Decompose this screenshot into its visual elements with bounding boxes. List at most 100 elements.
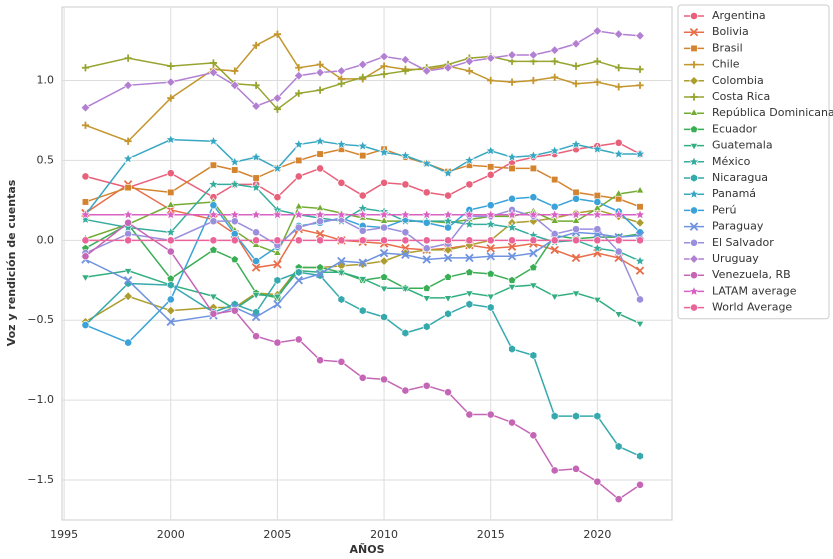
marker <box>688 188 700 199</box>
legend-label: Paraguay <box>712 220 764 233</box>
marker <box>422 295 431 303</box>
marker <box>357 140 369 151</box>
marker <box>124 338 133 347</box>
marker <box>230 80 240 91</box>
marker <box>634 255 646 266</box>
marker <box>337 357 346 366</box>
marker <box>209 201 218 210</box>
marker <box>358 258 367 267</box>
marker <box>571 39 581 49</box>
marker <box>465 299 474 309</box>
marker <box>549 45 560 55</box>
marker <box>689 27 699 37</box>
y-tick-label: 0.5 <box>37 153 55 166</box>
marker <box>690 206 698 215</box>
marker <box>337 295 346 304</box>
marker <box>508 194 516 203</box>
marker <box>635 218 645 228</box>
legend-label: México <box>712 155 751 168</box>
marker <box>229 208 241 220</box>
marker <box>229 156 241 167</box>
marker <box>401 386 410 395</box>
marker <box>508 78 516 86</box>
marker <box>401 228 410 237</box>
legend-label: República Dominicana <box>712 106 833 119</box>
marker <box>400 54 411 65</box>
marker <box>358 373 367 382</box>
marker <box>380 312 388 322</box>
marker <box>380 178 388 187</box>
marker <box>209 245 218 254</box>
marker <box>167 280 175 290</box>
marker <box>401 285 410 294</box>
marker <box>506 221 518 233</box>
marker <box>81 274 90 283</box>
marker <box>209 309 218 318</box>
marker <box>273 260 282 269</box>
marker <box>252 332 260 341</box>
marker <box>380 223 388 232</box>
marker <box>252 257 260 266</box>
series-line <box>85 231 641 323</box>
marker <box>529 193 538 202</box>
marker <box>399 149 411 161</box>
marker <box>230 217 239 226</box>
legend-label: Guatemala <box>712 139 773 152</box>
marker <box>444 223 452 232</box>
marker <box>379 256 389 266</box>
marker <box>316 164 324 173</box>
marker <box>442 215 454 226</box>
marker <box>273 338 282 347</box>
marker <box>81 252 90 261</box>
marker <box>690 271 698 280</box>
marker <box>81 236 90 245</box>
marker <box>444 388 452 397</box>
x-tick-label: 1995 <box>50 528 78 541</box>
marker <box>614 495 623 504</box>
marker <box>314 135 326 146</box>
marker <box>486 170 495 179</box>
marker <box>572 80 580 88</box>
marker <box>358 276 368 284</box>
marker <box>572 188 580 196</box>
x-tick-label: 2015 <box>477 528 505 541</box>
marker <box>443 272 453 281</box>
marker <box>123 268 133 276</box>
legend-label: Perú <box>712 203 737 216</box>
marker <box>81 172 90 181</box>
marker <box>316 217 324 226</box>
marker <box>507 242 517 251</box>
marker <box>378 146 390 158</box>
marker <box>122 152 134 164</box>
marker <box>689 108 699 116</box>
marker <box>166 317 176 327</box>
marker <box>593 296 602 305</box>
marker <box>506 208 518 220</box>
marker <box>166 236 175 245</box>
marker <box>209 59 218 67</box>
marker <box>207 208 219 220</box>
marker <box>273 275 282 285</box>
marker <box>272 93 283 103</box>
marker <box>124 236 133 245</box>
marker <box>166 200 176 208</box>
marker <box>316 60 324 69</box>
marker <box>401 328 410 338</box>
marker <box>358 191 367 200</box>
y-tick-label: −1.0 <box>27 393 54 406</box>
marker <box>508 164 516 172</box>
marker <box>572 464 580 473</box>
marker <box>252 41 260 49</box>
marker <box>529 282 538 290</box>
marker <box>614 311 623 319</box>
marker <box>549 145 561 156</box>
marker <box>529 76 537 85</box>
marker <box>295 64 303 72</box>
marker <box>465 236 474 245</box>
marker <box>421 208 433 220</box>
marker <box>379 216 389 224</box>
marker <box>570 138 582 150</box>
marker <box>614 442 623 451</box>
marker <box>486 236 495 245</box>
marker <box>335 138 347 150</box>
